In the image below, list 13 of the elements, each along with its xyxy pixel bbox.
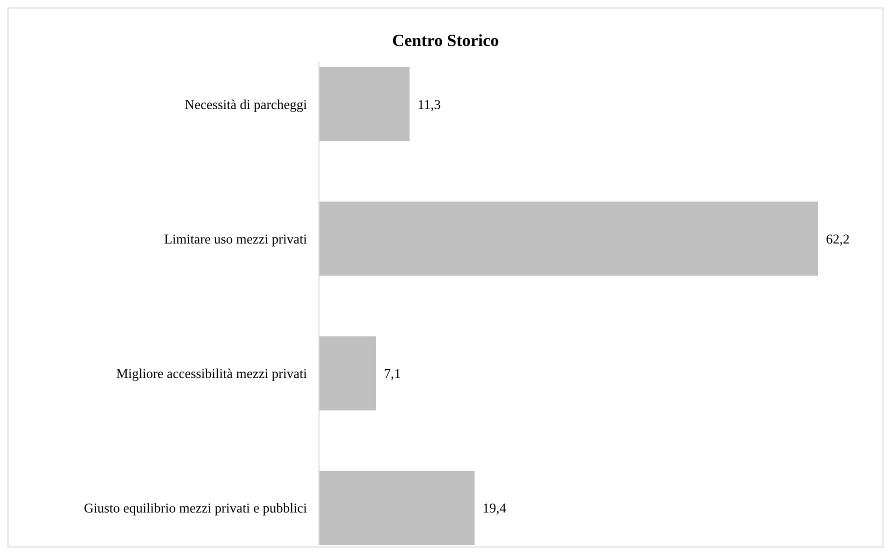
y-tick-label: Migliore accessibilità mezzi privati [116,366,308,382]
y-tick-label: Limitare uso mezzi privati [164,231,308,246]
data-label: 7,1 [384,366,401,382]
chart-title: Centro Storico [392,31,499,50]
y-tick-label: Giusto equilibrio mezzi privati e pubblici [84,500,308,516]
bar [319,470,475,545]
data-label: 62,2 [826,231,850,246]
bar [319,67,410,142]
bar [319,336,376,410]
y-tick-label: Necessità di parcheggi [184,96,308,112]
data-label: 19,4 [482,500,507,516]
data-label: 11,3 [418,96,442,112]
bar [319,202,818,276]
